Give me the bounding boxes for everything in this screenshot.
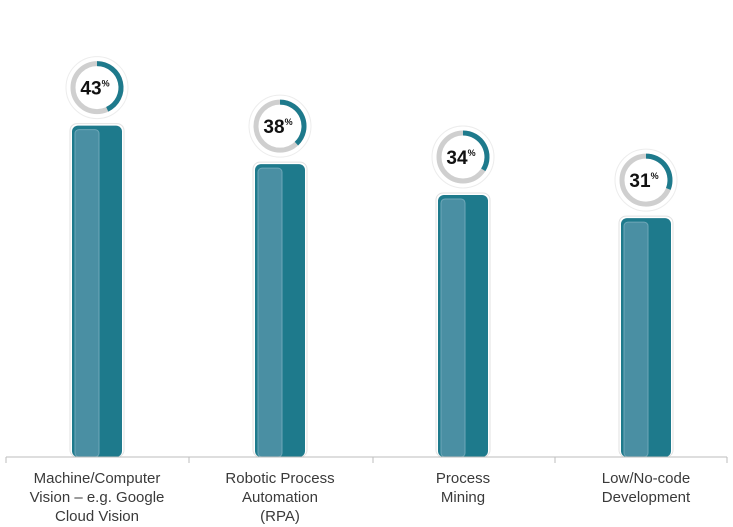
ring-fill <box>462 130 490 172</box>
x-tick-label: Process Mining <box>436 470 490 506</box>
x-tick-label-line: Vision – e.g. Google <box>30 489 165 506</box>
data-label: 34% <box>446 148 475 169</box>
bar <box>69 123 125 458</box>
data-label: 43% <box>80 79 109 100</box>
bar <box>252 161 308 458</box>
data-label: 31% <box>629 171 658 192</box>
x-tick-label-line: Automation <box>242 489 318 506</box>
x-tick-label-line: Low/No-code <box>602 470 690 487</box>
value-badge: 38% <box>248 94 312 158</box>
bars-layer <box>69 123 674 458</box>
x-tick-label-line: Mining <box>441 489 485 506</box>
bar-highlight <box>74 129 100 458</box>
ring-fill <box>279 99 307 146</box>
x-tick-label-line: Process <box>436 470 490 487</box>
data-label: 38% <box>263 117 292 138</box>
x-tick-label: Robotic Process Automation (RPA) <box>225 470 334 525</box>
x-tick-label-line: (RPA) <box>260 508 300 525</box>
value-badge: 34% <box>431 125 495 189</box>
bar-highlight <box>257 167 283 458</box>
x-tick-label-line: Cloud Vision <box>55 508 139 525</box>
bar-highlight <box>623 221 649 458</box>
bar-highlight <box>440 198 466 458</box>
x-tick-label: Low/No-code Development <box>602 470 691 506</box>
x-tick-label-line: Machine/Computer <box>34 470 161 487</box>
bar <box>618 215 674 458</box>
x-tick-label-line: Robotic Process <box>225 470 334 487</box>
value-badge: 43% <box>65 56 129 120</box>
x-axis-ticks <box>5 457 728 463</box>
ring-fill <box>96 61 124 112</box>
category-labels-layer: Machine/Computer Vision – e.g. Google Clou… <box>30 470 691 525</box>
x-tick-label-line: Development <box>602 489 691 506</box>
value-badges-layer: 43% 38% 34% 31% <box>65 56 678 212</box>
ring-fill <box>645 153 673 190</box>
x-tick-label: Machine/Computer Vision – e.g. Google Clou… <box>30 470 165 525</box>
value-badge: 31% <box>614 148 678 212</box>
bar <box>435 192 491 458</box>
